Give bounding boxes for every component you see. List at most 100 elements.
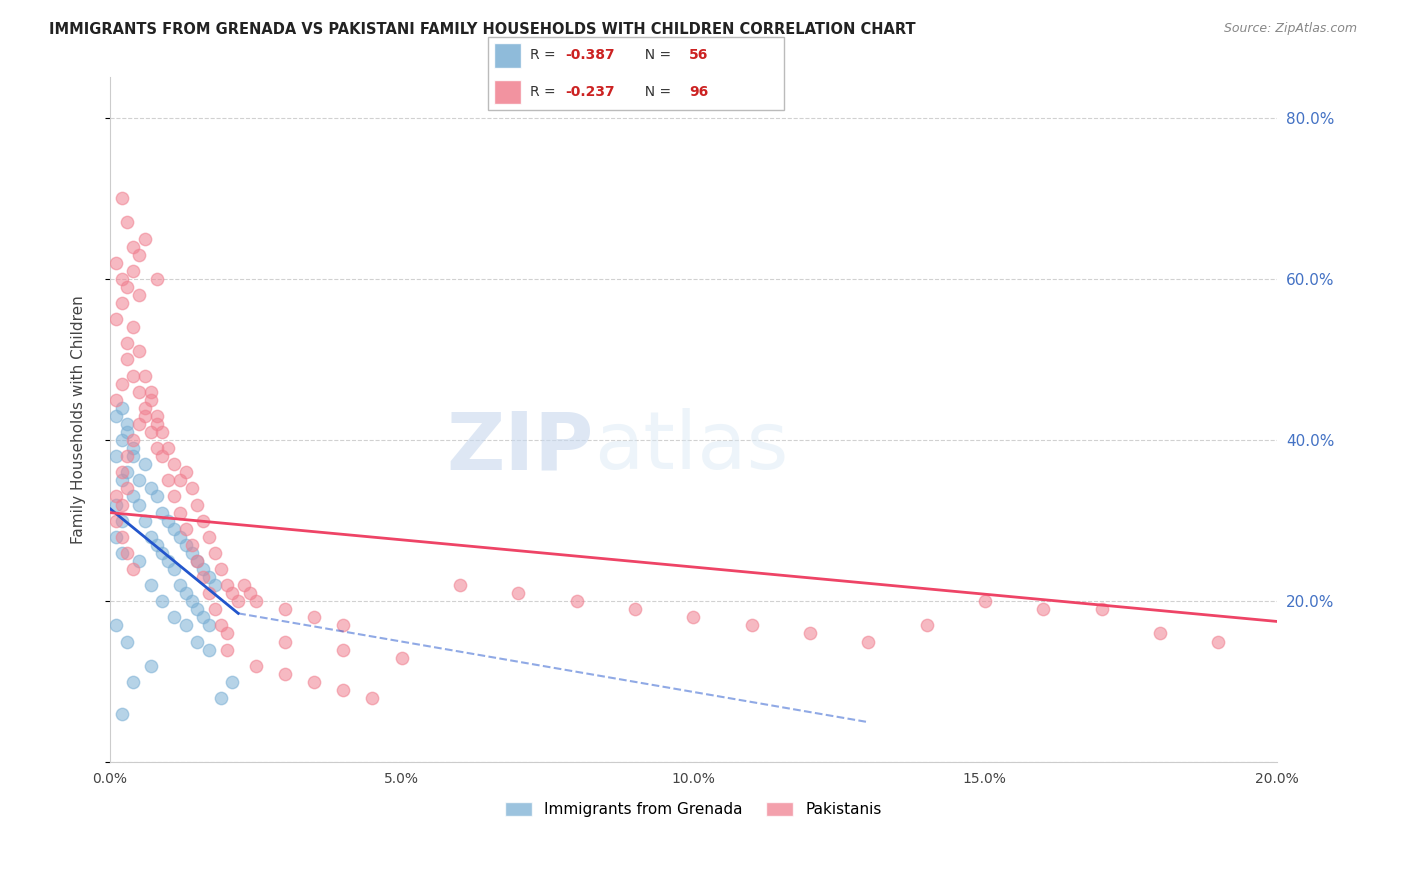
Point (157, 514, 180, 528)
Point (110, 191, 132, 205)
Point (104, 618, 127, 632)
Point (209, 562, 232, 576)
Text: R =: R = (530, 85, 561, 99)
Point (104, 312, 127, 326)
Point (139, 425, 162, 439)
Text: -0.387: -0.387 (565, 48, 614, 62)
Point (973, 594, 995, 608)
Point (180, 546, 202, 560)
Point (449, 578, 471, 592)
Point (186, 498, 208, 512)
Point (139, 530, 162, 544)
Text: ZIP: ZIP (447, 409, 593, 486)
Point (215, 626, 238, 640)
Text: atlas: atlas (593, 409, 789, 486)
Text: 96: 96 (689, 85, 709, 99)
Text: Source: ZipAtlas.com: Source: ZipAtlas.com (1223, 22, 1357, 36)
Point (391, 650, 413, 665)
Point (128, 384, 150, 399)
Point (117, 482, 139, 496)
Point (150, 449, 173, 463)
Legend: Immigrants from Grenada, Pakistanis: Immigrants from Grenada, Pakistanis (499, 796, 889, 823)
Point (204, 578, 226, 592)
Point (239, 586, 262, 600)
Point (104, 392, 127, 407)
Point (139, 482, 162, 496)
Point (110, 498, 132, 512)
Point (104, 514, 127, 528)
Point (508, 586, 530, 600)
Point (741, 618, 763, 632)
Point (122, 449, 145, 463)
Point (110, 376, 132, 391)
Point (174, 618, 197, 632)
Point (215, 578, 238, 592)
Bar (494, 79, 522, 104)
Point (1090, 602, 1112, 616)
Point (1206, 634, 1229, 648)
Point (110, 401, 132, 415)
Point (117, 215, 139, 229)
Point (117, 425, 139, 439)
FancyBboxPatch shape (488, 37, 785, 110)
Point (110, 546, 132, 560)
Point (157, 554, 180, 568)
Point (117, 336, 139, 351)
Point (157, 474, 180, 488)
Point (104, 449, 127, 463)
Point (104, 490, 127, 504)
Point (204, 546, 226, 560)
Point (145, 409, 167, 423)
Point (163, 522, 186, 536)
Point (186, 602, 208, 616)
Point (233, 578, 256, 592)
Point (104, 498, 127, 512)
Point (198, 530, 221, 544)
Point (198, 586, 221, 600)
Point (682, 610, 704, 624)
Point (117, 546, 139, 560)
Point (134, 457, 156, 471)
Point (110, 296, 132, 310)
Point (221, 586, 243, 600)
Point (145, 272, 167, 286)
Text: N =: N = (636, 48, 676, 62)
Point (302, 674, 325, 689)
Text: 56: 56 (689, 48, 709, 62)
Point (150, 425, 173, 439)
Point (186, 634, 208, 648)
Point (134, 232, 156, 246)
Point (169, 530, 191, 544)
Point (169, 506, 191, 520)
Point (193, 562, 215, 576)
Point (128, 417, 150, 431)
Point (122, 490, 145, 504)
Point (163, 457, 186, 471)
Point (180, 482, 202, 496)
Text: R =: R = (530, 48, 561, 62)
Point (110, 474, 132, 488)
Point (174, 538, 197, 552)
Point (361, 690, 384, 705)
Point (221, 674, 243, 689)
Point (624, 602, 647, 616)
Point (110, 466, 132, 480)
Point (117, 280, 139, 294)
Point (122, 562, 145, 576)
Point (128, 248, 150, 262)
Point (1032, 602, 1054, 616)
Point (150, 594, 173, 608)
Point (157, 441, 180, 455)
Point (134, 401, 156, 415)
Point (128, 498, 150, 512)
Point (110, 707, 132, 722)
Point (117, 417, 139, 431)
Point (799, 626, 821, 640)
Point (117, 352, 139, 367)
Point (209, 618, 232, 632)
Point (150, 546, 173, 560)
Point (274, 602, 297, 616)
Point (128, 474, 150, 488)
Point (245, 658, 267, 673)
Point (139, 578, 162, 592)
